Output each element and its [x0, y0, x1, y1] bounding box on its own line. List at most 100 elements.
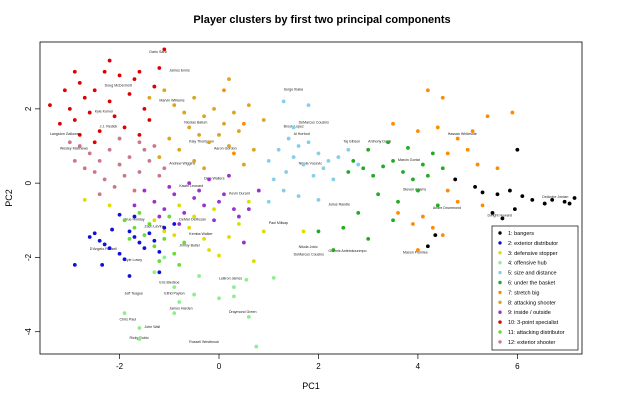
data-point	[157, 66, 162, 70]
data-point	[485, 114, 490, 119]
data-point	[301, 229, 306, 234]
data-point	[306, 140, 311, 145]
data-point	[97, 129, 102, 134]
data-point	[510, 110, 515, 115]
data-point	[331, 248, 336, 252]
data-point	[217, 199, 221, 204]
player-label: Julius Randle	[328, 202, 350, 206]
y-tick-label: 2	[24, 106, 33, 111]
legend-entry: 6: under the basket	[508, 281, 556, 287]
data-point	[227, 144, 231, 148]
data-point	[187, 225, 192, 230]
data-point	[212, 106, 216, 111]
data-point	[157, 259, 162, 264]
legend-marker	[498, 270, 502, 275]
data-point	[137, 240, 142, 245]
data-point	[142, 147, 147, 152]
data-point	[227, 173, 231, 178]
data-point	[67, 106, 72, 111]
data-point	[542, 201, 547, 206]
data-point	[567, 201, 572, 206]
legend-entry: 10: 3-point specialist	[508, 320, 559, 326]
series-points	[48, 47, 167, 145]
legend-marker	[498, 330, 502, 334]
legend-marker	[498, 300, 502, 304]
data-point	[391, 158, 395, 163]
data-point	[117, 251, 122, 256]
data-point	[416, 248, 420, 252]
data-point	[157, 214, 162, 219]
player-label: DeMarcus Cousins	[294, 253, 325, 257]
data-point	[321, 166, 326, 171]
data-point	[117, 73, 122, 78]
data-point	[433, 233, 438, 238]
data-point	[197, 132, 202, 137]
data-point	[152, 144, 157, 148]
player-label: Kyle Lowry	[125, 258, 143, 262]
data-point	[227, 77, 231, 82]
data-point	[207, 177, 211, 182]
data-point	[132, 225, 137, 230]
player-label: DeMar DeRozan	[179, 217, 206, 221]
data-point	[157, 155, 162, 160]
data-point	[107, 246, 112, 251]
legend-entry: 9: inside / outside	[508, 310, 551, 316]
data-point	[100, 262, 105, 267]
data-point	[356, 210, 361, 215]
data-point	[62, 88, 67, 93]
data-point	[172, 233, 177, 238]
data-point	[291, 155, 296, 160]
data-point	[97, 192, 102, 197]
legend-entry: 2: exterior distributor	[508, 241, 558, 247]
data-point	[162, 207, 167, 212]
chart-title: Player clusters by first two principal c…	[193, 14, 450, 26]
data-point	[326, 158, 331, 163]
player-label: DeAndre Jordan	[542, 195, 568, 199]
data-point	[435, 125, 440, 130]
legend-entry: 11: attacking distributor	[508, 330, 565, 336]
player-labels: Hassan Whiteside DeAndre Jordan Dwight How…	[50, 50, 568, 344]
data-point	[232, 151, 236, 156]
player-label: Dion Waiters	[204, 176, 225, 180]
data-point	[232, 110, 236, 115]
data-point	[192, 158, 197, 163]
series-points	[122, 255, 276, 349]
data-point	[475, 162, 480, 167]
data-point	[465, 147, 470, 152]
plot-frame	[39, 41, 583, 355]
data-point	[77, 132, 82, 137]
data-point	[137, 140, 142, 145]
data-point	[271, 275, 276, 280]
data-point	[286, 136, 291, 141]
data-point	[72, 69, 77, 74]
data-point	[122, 173, 127, 178]
legend-entry: 5: size and distance	[508, 271, 557, 277]
data-point	[391, 218, 395, 223]
data-point	[306, 103, 311, 108]
player-label: Nicolas Batum	[184, 121, 207, 125]
data-point	[157, 249, 162, 254]
data-point	[217, 253, 221, 258]
data-point	[490, 210, 495, 215]
player-label: James Harden	[169, 306, 192, 310]
legend-marker	[498, 241, 502, 245]
data-points	[48, 47, 577, 349]
legend-marker	[498, 290, 502, 295]
legend: 1: bangers 2: exterior distributor 3: defe…	[491, 225, 579, 351]
data-point	[167, 214, 172, 219]
legend-entry: 1: bangers	[508, 231, 534, 237]
data-point	[453, 177, 458, 182]
data-point	[276, 147, 281, 152]
data-point	[192, 95, 197, 100]
data-point	[162, 236, 167, 241]
data-point	[147, 118, 152, 122]
x-tick-label: 0	[217, 362, 222, 371]
data-point	[470, 129, 475, 134]
data-point	[212, 218, 216, 223]
data-point	[281, 188, 286, 193]
series-points	[316, 140, 445, 252]
series-points	[266, 99, 361, 204]
data-point	[157, 270, 162, 275]
data-point	[507, 188, 512, 193]
data-point	[366, 236, 371, 241]
